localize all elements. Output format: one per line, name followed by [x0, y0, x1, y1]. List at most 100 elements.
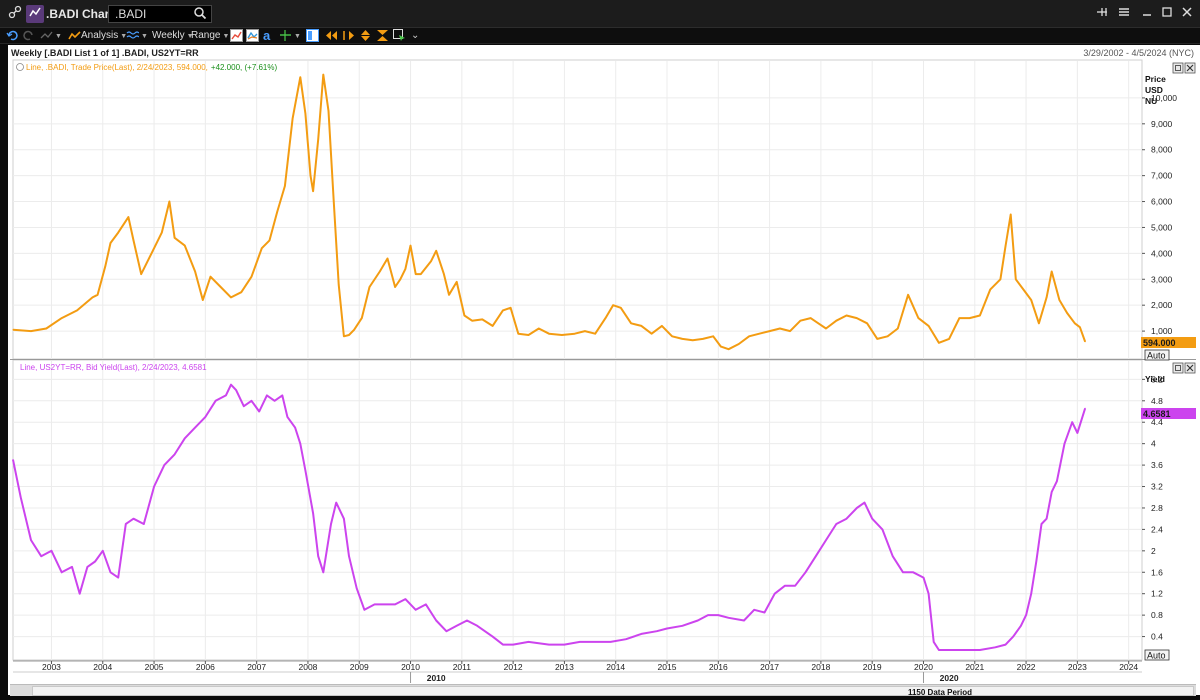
data-point — [109, 242, 112, 244]
x-decade-label: 2010 — [427, 673, 446, 683]
data-point — [866, 322, 868, 324]
data-point — [353, 329, 355, 331]
data-point — [917, 317, 920, 319]
line-tool-icon[interactable]: ▼ — [280, 30, 301, 41]
data-point — [738, 343, 740, 345]
data-point — [127, 216, 129, 218]
scroll-right-icon[interactable] — [342, 29, 355, 43]
data-point — [1051, 270, 1053, 273]
overlay-icon[interactable] — [246, 29, 259, 43]
data-point — [1063, 443, 1066, 445]
data-point — [810, 317, 812, 319]
yield-auto-scale-button[interactable]: Auto — [1144, 649, 1170, 661]
data-point — [625, 638, 627, 640]
restore-icon — [1175, 365, 1181, 371]
link-icon[interactable] — [6, 5, 24, 23]
data-point — [892, 555, 894, 557]
yield-last-value-badge: 4.6581 — [1141, 408, 1196, 419]
more-tools-icon[interactable]: ⌄ — [411, 30, 420, 41]
data-point — [1025, 614, 1027, 616]
data-point — [933, 641, 935, 643]
data-point — [356, 587, 358, 589]
menu-icon[interactable] — [1115, 5, 1133, 23]
line-style-icon[interactable]: ▼ — [40, 29, 62, 43]
wave-menu[interactable]: ▼ — [126, 29, 148, 43]
data-point — [702, 338, 704, 340]
app-title: .BADI Chart — [46, 7, 114, 21]
data-point — [753, 609, 755, 611]
y-tick-label: 1.2 — [1151, 589, 1163, 599]
redo-icon[interactable] — [22, 29, 35, 43]
search-icon[interactable] — [193, 6, 209, 22]
data-point — [235, 389, 237, 391]
price-pane — [12, 59, 1143, 360]
data-point — [386, 257, 389, 260]
maximize-icon[interactable] — [1158, 5, 1176, 23]
minimize-icon[interactable] — [1138, 5, 1156, 23]
data-point — [109, 571, 112, 573]
data-point — [938, 649, 940, 651]
x-tick-label: 2015 — [658, 662, 677, 672]
data-point — [1038, 322, 1040, 324]
data-point — [876, 338, 878, 340]
data-point — [276, 211, 278, 213]
data-point — [415, 609, 417, 611]
price-auto-scale-button[interactable]: Auto — [1144, 349, 1170, 361]
data-point — [202, 299, 204, 301]
price-axis-label-price: Price — [1145, 74, 1166, 84]
zoom-vertical-icon[interactable] — [359, 29, 372, 43]
select-tool-icon[interactable] — [393, 29, 406, 43]
legend-circle-icon[interactable] — [16, 63, 24, 71]
data-point — [327, 110, 330, 112]
annotation-text-icon[interactable]: a — [263, 28, 271, 43]
zoom-fit-icon[interactable] — [376, 29, 389, 43]
data-point — [1066, 312, 1068, 314]
data-point — [1030, 299, 1032, 301]
range-menu[interactable]: Range ▼ — [191, 30, 230, 41]
data-point — [692, 339, 694, 341]
pin-icon[interactable] — [1093, 5, 1111, 23]
data-point — [102, 550, 104, 552]
data-point — [463, 314, 465, 317]
ric-input[interactable]: .BADI — [108, 5, 212, 23]
x-tick-label: 2007 — [247, 662, 266, 672]
layout-icon[interactable] — [306, 29, 319, 43]
data-point — [466, 619, 468, 622]
data-point — [728, 617, 730, 619]
close-icon[interactable] — [1178, 5, 1196, 23]
data-point — [994, 646, 996, 648]
x-tick-label: 2003 — [42, 662, 61, 672]
data-point — [1051, 491, 1053, 493]
data-point — [492, 636, 494, 638]
price-axis-label-currency: USD — [1145, 85, 1163, 95]
chart-type-icon[interactable] — [230, 29, 243, 43]
yield-legend-text: Line, US2YT=RR, Bid Yield(Last), 2/24/20… — [20, 363, 207, 372]
chart-header: Weekly [.BADI List 1 of 1] .BADI, US2YT=… — [8, 46, 1198, 60]
data-point — [30, 539, 32, 541]
price-pane-restore-button[interactable] — [1172, 62, 1184, 74]
data-point — [1076, 432, 1078, 434]
data-point — [225, 394, 227, 396]
data-point — [1030, 593, 1032, 595]
data-point — [845, 518, 848, 520]
data-point — [856, 507, 858, 509]
analysis-menu[interactable]: Analysis ▼ — [68, 29, 127, 43]
data-point — [317, 555, 319, 557]
data-point — [1005, 644, 1007, 646]
undo-icon[interactable] — [6, 29, 19, 43]
data-point — [284, 185, 286, 187]
time-scrollbar[interactable]: 1150 Data Period — [10, 684, 1196, 697]
data-point — [1074, 322, 1076, 324]
y-tick-label: 7,000 — [1151, 171, 1173, 181]
data-point — [707, 614, 709, 616]
yield-pane-restore-button[interactable] — [1172, 362, 1184, 374]
data-point — [922, 577, 925, 579]
data-point — [769, 330, 771, 332]
data-point — [384, 603, 386, 606]
data-point — [379, 270, 381, 273]
data-point — [799, 320, 802, 322]
scroll-left-icon[interactable] — [325, 29, 338, 43]
scrollbar-thumb[interactable]: 1150 Data Period — [32, 686, 1194, 697]
interval-menu[interactable]: Weekly ▼ — [152, 30, 194, 41]
x-tick-label: 2013 — [555, 662, 574, 672]
